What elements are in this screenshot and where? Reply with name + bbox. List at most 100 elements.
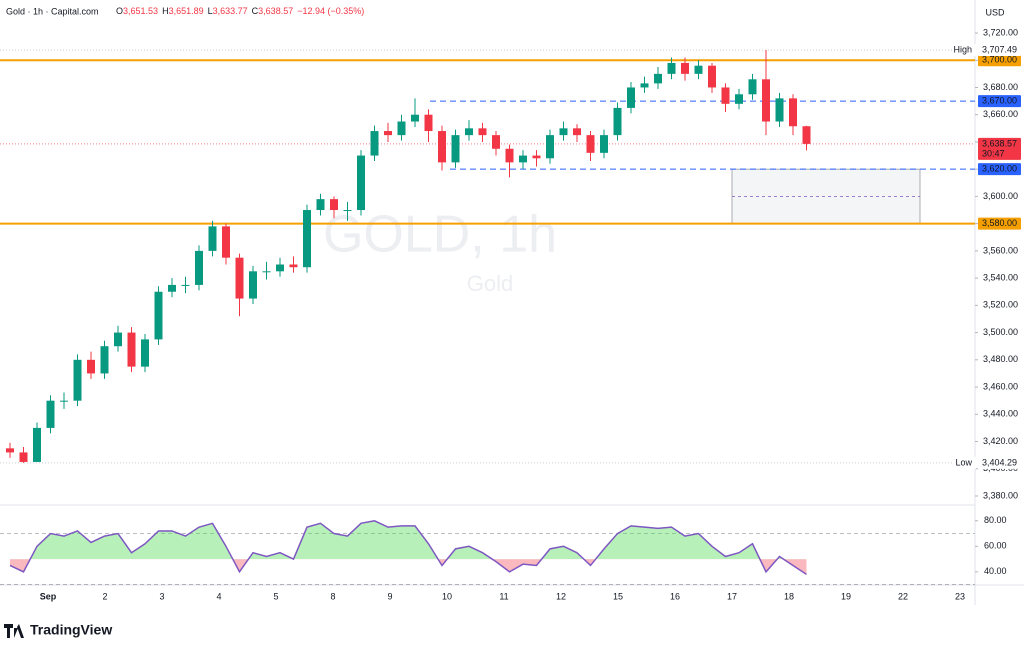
- candle-body: [357, 155, 365, 211]
- candle-body: [735, 94, 743, 104]
- legend-value: 3,638.57: [258, 6, 293, 16]
- candle-body: [19, 452, 28, 462]
- candle-body: [154, 291, 163, 340]
- candle-body: [411, 114, 419, 122]
- extreme-tag-bg: [978, 44, 1021, 57]
- candle-body: [681, 62, 689, 74]
- extreme-name-bg: [952, 44, 976, 57]
- rsi-tick-label: 60.00: [984, 541, 1007, 551]
- candle-body: [654, 73, 662, 84]
- y-tick-label: 3,600.00: [983, 191, 1018, 201]
- candle-body: [667, 62, 676, 74]
- candle-body: [546, 135, 554, 159]
- legend-value: 3,651.53: [123, 6, 158, 16]
- candle-body: [289, 264, 298, 268]
- candle-body: [586, 135, 595, 153]
- candle-body: [181, 284, 190, 286]
- candle-body: [73, 359, 82, 401]
- candle-body: [708, 65, 716, 88]
- level-tag: 3,670.00: [982, 95, 1017, 105]
- extreme-name: Low: [955, 457, 972, 467]
- brand[interactable]: TradingView: [4, 622, 112, 638]
- x-tick-label: 11: [499, 591, 508, 601]
- legend-change: −12.94 (−0.35%): [297, 6, 364, 16]
- candle-body: [762, 79, 770, 122]
- candle-body: [330, 199, 338, 211]
- candle-body: [694, 65, 703, 74]
- y-tick-label: 3,460.00: [983, 381, 1018, 391]
- candle-body: [424, 114, 433, 132]
- candle-body: [748, 79, 757, 95]
- candle-body: [6, 448, 14, 453]
- candle-body: [600, 135, 608, 153]
- legend-key: H: [162, 6, 169, 16]
- y-tick-label: 3,540.00: [983, 272, 1018, 282]
- level-tag: 3,700.00: [982, 55, 1017, 65]
- legend-value: 3,633.77: [213, 6, 248, 16]
- candle-body: [316, 199, 325, 211]
- candle-body: [46, 400, 55, 428]
- x-tick-label: 9: [387, 591, 392, 601]
- candle-body: [438, 131, 446, 163]
- level-tag-bg: [978, 163, 1021, 176]
- legend-key: O: [116, 6, 123, 16]
- x-tick-label: 8: [330, 591, 335, 601]
- extreme-tag: 3,404.29: [982, 457, 1017, 467]
- candle-body: [532, 155, 541, 159]
- y-tick-label: 3,720.00: [983, 27, 1018, 37]
- last-price-tag-bg: [978, 137, 1021, 160]
- legend-value: 3,651.89: [169, 6, 204, 16]
- currency[interactable]: USD: [985, 7, 1005, 17]
- candle-body: [613, 107, 622, 136]
- legend-key: C: [252, 6, 259, 16]
- y-tick-label: 3,560.00: [983, 245, 1018, 255]
- candle-body: [384, 131, 392, 136]
- x-tick-label: 2: [102, 591, 107, 601]
- candle-body: [303, 210, 311, 268]
- candle-body: [492, 135, 500, 149]
- candle-body: [262, 271, 271, 273]
- candle-body: [559, 128, 568, 136]
- candle-body: [343, 210, 352, 212]
- candle-body: [478, 128, 487, 136]
- rsi-fill-up: [30, 520, 784, 560]
- y-tick-label: 3,380.00: [983, 490, 1018, 500]
- candle-body: [465, 128, 473, 136]
- y-tick-label: 3,660.00: [983, 109, 1018, 119]
- candle-body: [721, 87, 730, 104]
- x-tick-label: 18: [784, 591, 794, 601]
- level-tag-bg: [978, 217, 1021, 230]
- candle-body: [235, 257, 244, 299]
- x-tick-label: 3: [159, 591, 164, 601]
- brand-logo: [4, 624, 24, 638]
- level-tag-bg: [978, 95, 1021, 108]
- rsi-tick-label: 80.00: [984, 515, 1007, 525]
- range-box: [731, 168, 921, 225]
- candle-body: [370, 131, 379, 156]
- extreme-name-bg: [952, 456, 976, 469]
- candle-body: [276, 264, 284, 272]
- candle-body: [519, 155, 527, 163]
- brand-name: TradingView: [30, 622, 112, 638]
- level-tag-bg: [978, 54, 1021, 67]
- legend-values: O3,651.53 H3,651.89 L3,633.77 C3,638.57 −12.…: [116, 6, 364, 16]
- y-tick-label: 3,520.00: [983, 300, 1018, 310]
- symbol: Gold · 1h · Capital.com: [6, 6, 99, 16]
- candle-body: [127, 332, 136, 367]
- legend-key: L: [208, 6, 213, 16]
- watermark-subtitle: Gold: [467, 271, 513, 296]
- candle-body: [114, 332, 122, 347]
- legend: Gold · 1h · Capital.com O3,651.53 H3,651.…: [6, 6, 364, 16]
- y-tick-label: 3,480.00: [983, 354, 1018, 364]
- x-tick-label: Sep: [40, 591, 57, 601]
- level-tag: 3,620.00: [982, 164, 1017, 174]
- watermark: GOLD, 1h: [323, 206, 557, 264]
- y-tick-label: 3,420.00: [983, 436, 1018, 446]
- x-tick-label: 23: [955, 591, 965, 601]
- y-tick-label: 3,680.00: [983, 82, 1018, 92]
- candle-body: [573, 128, 581, 136]
- candle-body: [640, 83, 649, 88]
- x-tick-label: 17: [727, 591, 737, 601]
- x-tick-label: 22: [898, 591, 908, 601]
- candle-body: [33, 427, 41, 462]
